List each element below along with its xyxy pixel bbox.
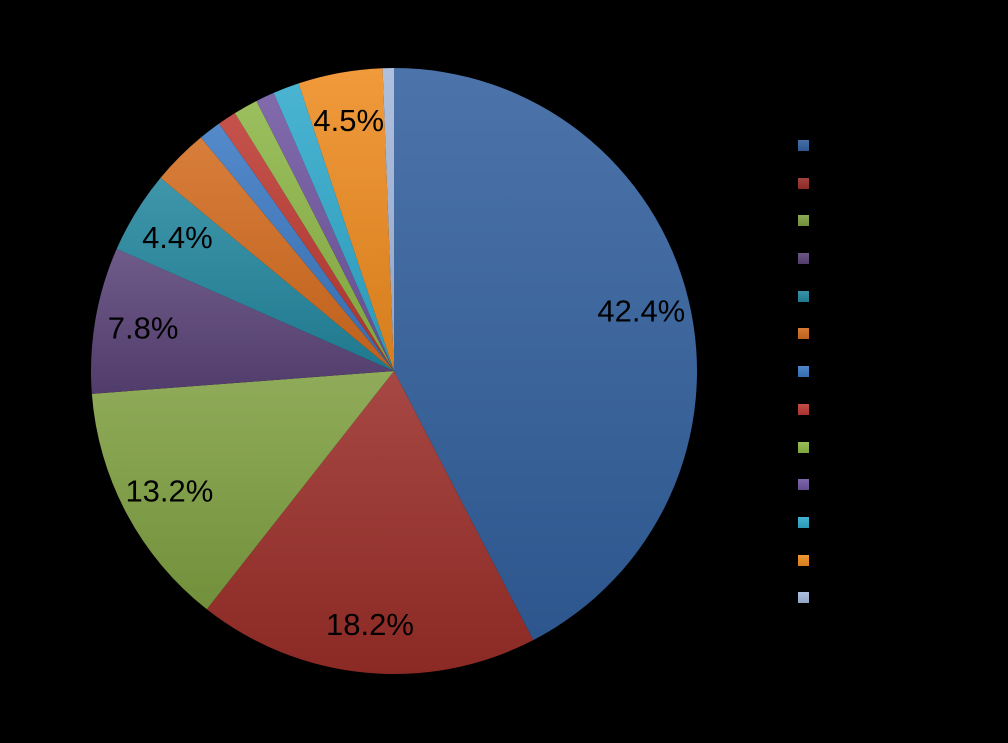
pie-slice-0 bbox=[394, 68, 698, 641]
legend-swatch-8 bbox=[798, 441, 809, 453]
pie-slice-1 bbox=[206, 371, 534, 675]
legend-item-3 bbox=[798, 253, 998, 265]
legend-swatch-1 bbox=[798, 177, 809, 189]
pie-slice-4 bbox=[116, 177, 395, 371]
pie-slice-7 bbox=[219, 113, 394, 372]
pie-slice-3 bbox=[90, 248, 394, 394]
legend-item-4 bbox=[798, 290, 998, 302]
legend-swatch-10 bbox=[798, 516, 809, 528]
legend-swatch-3 bbox=[798, 253, 809, 265]
pie-slice-5 bbox=[160, 137, 394, 371]
slice-label-4: 4.4% bbox=[142, 220, 213, 255]
slice-label-11: 4.5% bbox=[313, 103, 384, 138]
chart-legend bbox=[798, 140, 998, 630]
legend-item-0 bbox=[798, 140, 998, 151]
legend-item-7 bbox=[798, 403, 998, 415]
pie-slice-10 bbox=[273, 83, 394, 372]
legend-swatch-0 bbox=[798, 140, 809, 151]
legend-swatch-5 bbox=[798, 328, 809, 340]
legend-item-5 bbox=[798, 328, 998, 340]
slice-label-2: 13.2% bbox=[125, 473, 213, 508]
legend-swatch-4 bbox=[798, 290, 809, 302]
pie-slice-9 bbox=[256, 92, 394, 372]
legend-item-8 bbox=[798, 441, 998, 453]
legend-item-12 bbox=[798, 592, 998, 604]
slice-label-0: 42.4% bbox=[597, 293, 685, 328]
pie-slice-11 bbox=[298, 68, 394, 371]
legend-item-10 bbox=[798, 516, 998, 528]
legend-swatch-9 bbox=[798, 479, 809, 491]
legend-swatch-11 bbox=[798, 554, 809, 566]
legend-swatch-6 bbox=[798, 366, 809, 378]
legend-item-2 bbox=[798, 215, 998, 227]
legend-swatch-2 bbox=[798, 215, 809, 227]
legend-swatch-12 bbox=[798, 592, 809, 604]
legend-item-1 bbox=[798, 177, 998, 189]
legend-item-9 bbox=[798, 479, 998, 491]
pie-slice-12 bbox=[382, 68, 394, 371]
slice-label-3: 7.8% bbox=[108, 311, 179, 346]
slice-label-1: 18.2% bbox=[326, 607, 414, 642]
pie-slice-2 bbox=[91, 371, 395, 610]
pie-slice-8 bbox=[234, 101, 394, 371]
legend-swatch-7 bbox=[798, 403, 809, 415]
legend-item-11 bbox=[798, 554, 998, 566]
legend-item-6 bbox=[798, 366, 998, 378]
pie-slice-6 bbox=[200, 123, 394, 372]
